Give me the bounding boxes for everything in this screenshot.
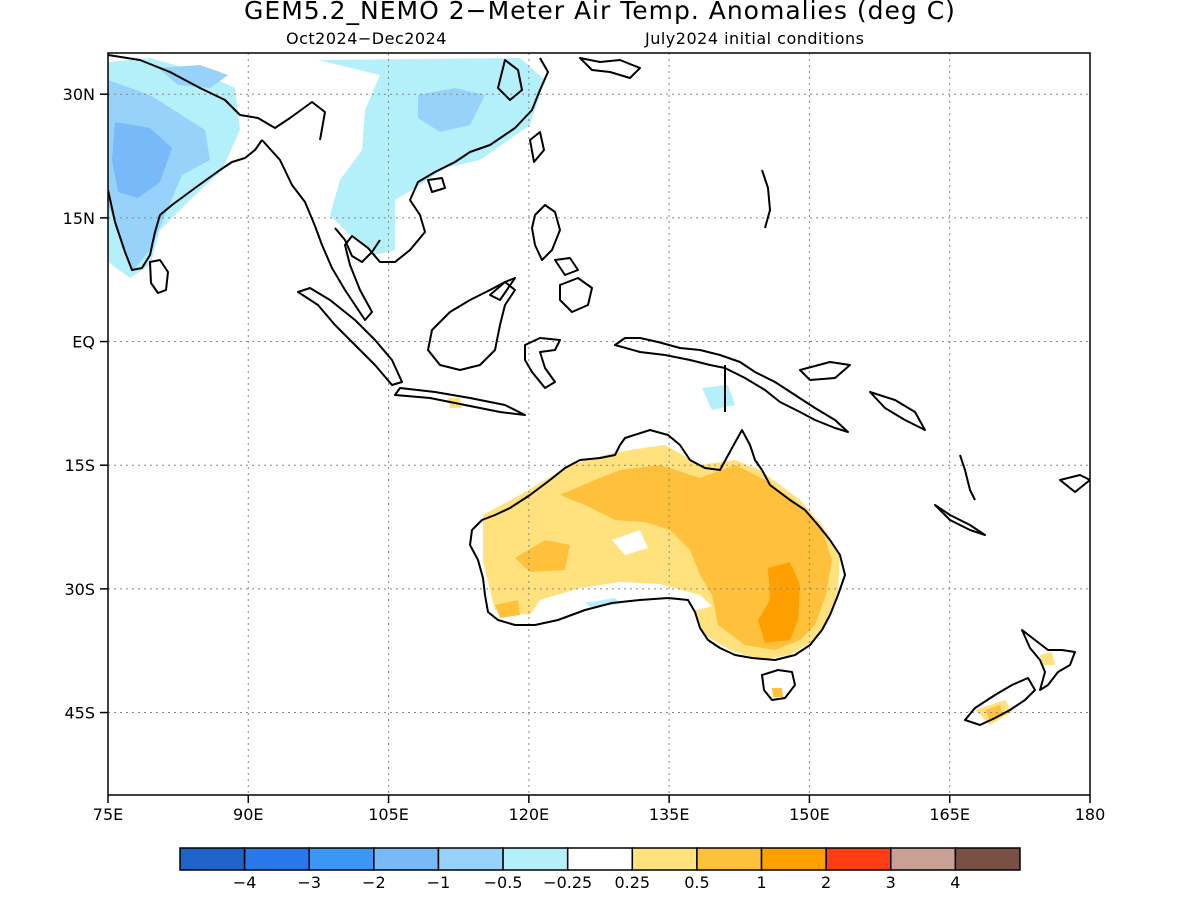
coastline-sumatra — [297, 287, 403, 386]
colorbar-swatch — [308, 847, 375, 871]
lat-label: 15N — [63, 209, 95, 228]
coastline-java — [394, 387, 526, 416]
coastline-marianas — [761, 169, 771, 229]
coastline-borneo — [427, 281, 516, 371]
colorbar-label: 0.5 — [684, 873, 709, 892]
colorbar-swatch — [373, 847, 440, 871]
colorbar-label: 1 — [756, 873, 766, 892]
lat-label: 30S — [64, 580, 95, 599]
coastline-hainan — [427, 177, 446, 193]
colorbar-swatch — [631, 847, 698, 871]
colorbar-label: 0.25 — [614, 873, 650, 892]
map-frame — [107, 52, 1091, 796]
coastline-visayas — [554, 257, 579, 276]
colorbar-swatch — [760, 847, 827, 871]
colorbar — [179, 847, 1021, 871]
colorbar-swatch — [502, 847, 569, 871]
colorbar-swatch — [825, 847, 892, 871]
coastline-japan — [579, 57, 641, 79]
anomaly-patch-australia-sw — [495, 600, 520, 618]
coastline-taiwan — [529, 131, 545, 163]
initial-conditions: July2024 initial conditions — [645, 29, 865, 48]
latitude-labels: 30N 15N EQ 15S 30S 45S — [63, 85, 108, 723]
lat-label: 15S — [64, 456, 95, 475]
lon-label: 180 — [1075, 805, 1106, 824]
lon-label: 135E — [649, 805, 690, 824]
anomaly-patch-australia-warm — [560, 465, 832, 650]
coastline-new-guinea — [614, 337, 849, 433]
colorbar-swatch — [696, 847, 763, 871]
colorbar-label: −0.5 — [484, 873, 523, 892]
coastlines — [108, 54, 1090, 726]
anomaly-patch-nz-north — [1040, 652, 1055, 665]
colorbar-label: 3 — [886, 873, 896, 892]
anomaly-patch-china — [318, 58, 545, 255]
coastline-indochina — [261, 57, 549, 321]
coastline-palawan — [489, 277, 516, 301]
lon-label: 75E — [93, 805, 123, 824]
colorbar-label: −0.25 — [543, 873, 592, 892]
lon-label: 165E — [929, 805, 970, 824]
forecast-period: Oct2024−Dec2024 — [286, 29, 447, 48]
coastline-new-caledonia — [934, 504, 986, 536]
coastline-solomons — [869, 391, 926, 431]
coastline-himalaya-border — [108, 54, 326, 141]
lat-label: 45S — [64, 704, 95, 723]
anomaly-patch-india-core — [112, 122, 172, 198]
graticule — [108, 53, 1090, 795]
colorbar-swatch — [566, 847, 634, 871]
anomaly-patch-tasmania — [772, 688, 783, 697]
anomaly-shading — [108, 58, 1055, 725]
coastline-india — [108, 139, 263, 271]
map-title: GEM5.2_NEMO 2−Meter Air Temp. Anomalies … — [244, 0, 956, 25]
coastline-mindanao — [559, 277, 593, 313]
lat-label: 30N — [63, 85, 95, 104]
anomaly-patch-china-core — [418, 88, 485, 132]
anomaly-patch-bight-cool — [585, 598, 620, 607]
colorbar-swatch — [437, 847, 504, 871]
colorbar-swatch — [954, 847, 1021, 871]
colorbar-swatch — [243, 847, 310, 871]
lat-label: EQ — [72, 333, 95, 352]
colorbar-swatch — [890, 847, 957, 871]
colorbar-labels: −4 −3 −2 −1 −0.5 −0.25 0.25 0.5 1 2 3 4 — [233, 873, 961, 892]
coastline-vanuatu — [959, 454, 976, 501]
anomaly-patch-newguinea — [702, 385, 735, 410]
coastline-gulf-of-thailand — [334, 227, 381, 263]
coastline-sulawesi — [524, 337, 561, 389]
anomaly-patch-north-india — [158, 65, 228, 88]
anomaly-patch-australia-zero — [612, 530, 648, 555]
lon-label: 90E — [233, 805, 263, 824]
longitude-labels: 75E 90E 105E 120E 135E 150E 165E 180 — [93, 795, 1106, 824]
colorbar-label: −1 — [427, 873, 451, 892]
lon-label: 105E — [368, 805, 409, 824]
colorbar-label: 2 — [821, 873, 831, 892]
coastline-tasmania — [761, 669, 796, 701]
coastline-new-britain — [799, 361, 851, 381]
colorbar-label: 4 — [950, 873, 960, 892]
colorbar-swatch — [179, 847, 246, 871]
colorbar-label: −3 — [297, 873, 321, 892]
coastline-korea — [497, 59, 523, 101]
colorbar-label: −2 — [362, 873, 386, 892]
anomaly-patch-australia-se-core — [758, 562, 800, 643]
colorbar-label: −4 — [233, 873, 257, 892]
coastline-nz-north — [1021, 629, 1076, 691]
lon-label: 120E — [509, 805, 550, 824]
coastline-fiji — [1059, 474, 1090, 493]
coastline-australia — [469, 429, 846, 661]
lon-label: 150E — [789, 805, 830, 824]
coastline-luzon — [531, 204, 561, 261]
coastline-nz-south — [964, 677, 1036, 726]
coastline-sri-lanka — [149, 259, 169, 294]
anomaly-patch-australia-nullarbor — [540, 582, 712, 612]
